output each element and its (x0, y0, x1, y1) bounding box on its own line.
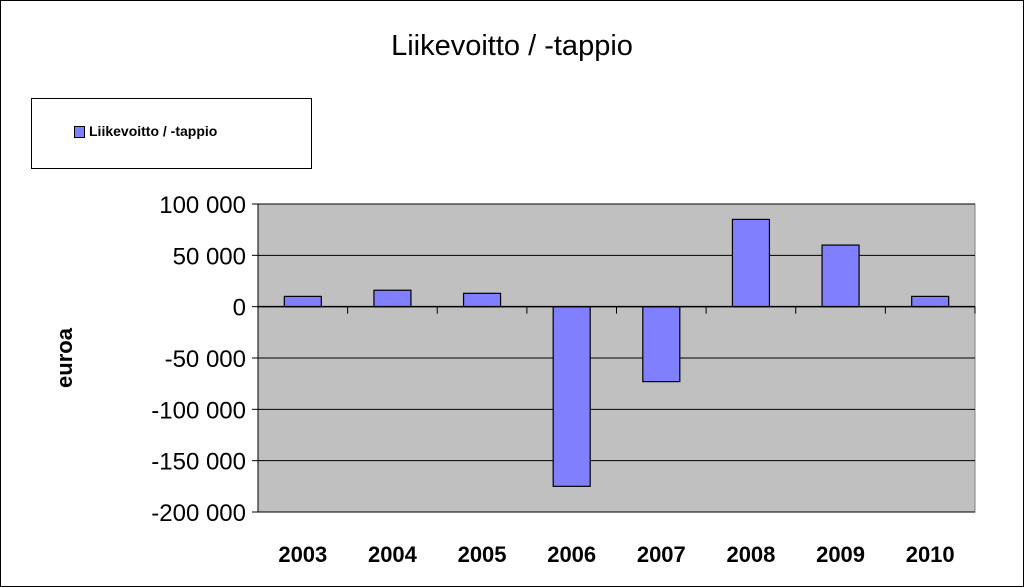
bar (552, 306, 591, 487)
x-tick-label: 2010 (906, 542, 955, 567)
x-tick-label: 2003 (278, 542, 327, 567)
x-tick-label: 2009 (816, 542, 865, 567)
y-tick-label: 50 000 (173, 243, 246, 270)
legend: Liikevoitto / -tappio (31, 98, 312, 169)
chart-title: Liikevoitto / -tappio (391, 30, 633, 62)
y-axis-label: euroa (52, 327, 77, 388)
bar (642, 306, 681, 383)
y-tick-label: 0 (233, 295, 246, 322)
bar (731, 218, 771, 308)
x-tick-label: 2006 (547, 542, 596, 567)
y-tick-label: -100 000 (151, 397, 246, 424)
bar (821, 244, 860, 308)
x-tick-label: 2008 (726, 542, 775, 567)
y-tick-label: -200 000 (151, 500, 246, 527)
legend-swatch (74, 126, 85, 138)
y-tick-label: -150 000 (151, 449, 246, 476)
legend-label: Liikevoitto / -tappio (89, 123, 218, 139)
bar (462, 292, 502, 308)
x-tick-label: 2004 (368, 542, 418, 567)
bar (373, 289, 412, 308)
y-tick-label: 100 000 (159, 192, 246, 219)
y-tick-label: -50 000 (165, 346, 246, 373)
bar (911, 295, 950, 308)
x-tick-label: 2005 (458, 542, 507, 567)
x-tick-label: 2007 (637, 542, 686, 567)
bar (283, 295, 322, 308)
